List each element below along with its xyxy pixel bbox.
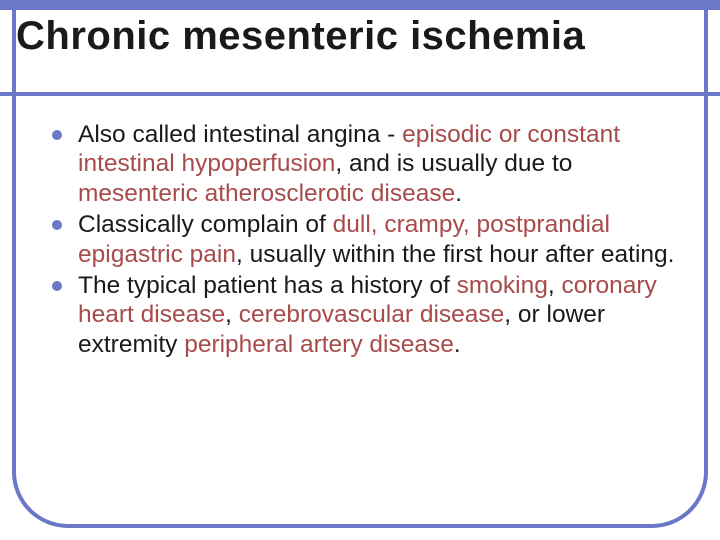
bullet-text: Also called intestinal angina - episodic… [78, 120, 688, 208]
highlight-text: peripheral artery disease [184, 331, 454, 358]
plain-text: The typical patient has a history of [78, 272, 457, 299]
bullet-dot-icon [52, 220, 62, 230]
slide: Chronic mesenteric ischemia Also called … [0, 0, 720, 540]
title-band-top-strip [0, 0, 720, 10]
bullet-dot-icon [52, 130, 62, 140]
bullet-text: Classically complain of dull, crampy, po… [78, 210, 688, 269]
bullet-dot-icon [52, 281, 62, 291]
plain-text: Also called intestinal angina - [78, 121, 402, 148]
highlight-text: mesenteric atherosclerotic disease [78, 180, 455, 207]
bullet-item: Classically complain of dull, crampy, po… [52, 210, 688, 269]
bullet-text: The typical patient has a history of smo… [78, 271, 688, 359]
plain-text: , usually within the first hour after ea… [236, 241, 675, 268]
bullet-item: The typical patient has a history of smo… [52, 271, 688, 359]
plain-text: . [455, 180, 462, 207]
plain-text: , [225, 301, 239, 328]
highlight-text: cerebrovascular disease [239, 301, 505, 328]
plain-text: . [454, 331, 461, 358]
bullet-list: Also called intestinal angina - episodic… [52, 120, 688, 361]
highlight-text: smoking [457, 272, 548, 299]
plain-text: , and is usually due to [335, 150, 572, 177]
plain-text: Classically complain of [78, 211, 333, 238]
slide-title: Chronic mesenteric ischemia [16, 14, 585, 59]
bullet-item: Also called intestinal angina - episodic… [52, 120, 688, 208]
plain-text: , [548, 272, 562, 299]
title-band: Chronic mesenteric ischemia [0, 0, 720, 96]
